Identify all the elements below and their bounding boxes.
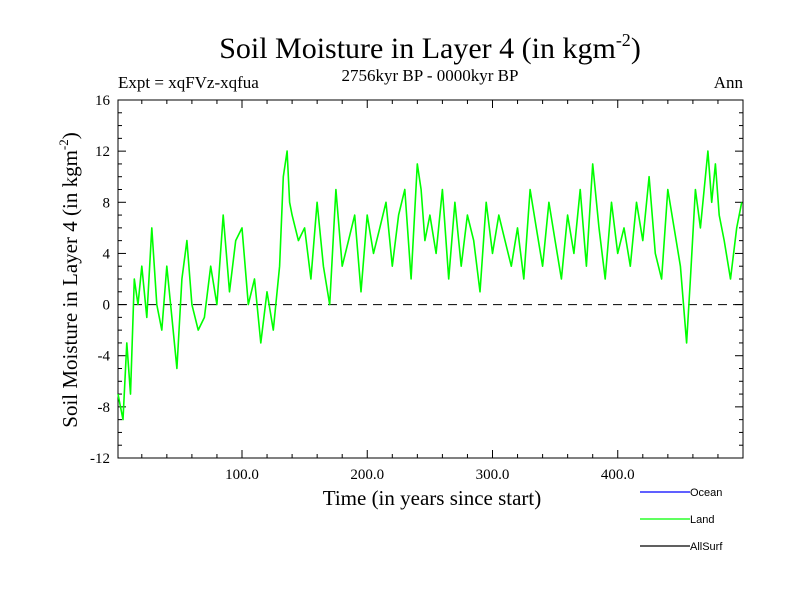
y-tick-labels: -12 -8 -4 0 4 8 12 16 — [90, 93, 111, 467]
chart-title: Soil Moisture in Layer 4 (in kgm-2) — [219, 30, 641, 65]
legend-label-allsurf: AllSurf — [690, 541, 723, 553]
y-tick-label: 12 — [95, 144, 110, 160]
legend-label-land: Land — [690, 514, 714, 526]
y-tick-label: 4 — [103, 246, 111, 262]
y-tick-label: 16 — [95, 93, 111, 109]
y-tick-label: -8 — [98, 400, 111, 416]
y-tick-label: 0 — [103, 298, 111, 314]
subtitle-center: 2756kyr BP - 0000kyr BP — [342, 66, 519, 85]
plot-frame — [117, 99, 744, 459]
x-tick-label: 200.0 — [350, 467, 384, 483]
legend-label-ocean: Ocean — [690, 487, 722, 499]
x-tick-label: 300.0 — [476, 467, 510, 483]
y-tick-label: -12 — [90, 451, 110, 467]
subtitle-left: Expt = xqFVz-xqfua — [118, 73, 259, 92]
x-tick-label: 100.0 — [225, 467, 259, 483]
axis-ticks — [118, 100, 743, 458]
legend: Ocean Land AllSurf — [640, 487, 723, 553]
series-group — [117, 150, 743, 421]
x-tick-labels: 100.0 200.0 300.0 400.0 — [225, 467, 635, 483]
y-tick-label: -4 — [98, 349, 111, 365]
series-line-land — [117, 150, 743, 421]
y-axis-label: Soil Moisture in Layer 4 (in kgm-2) — [56, 132, 82, 427]
x-tick-label: 400.0 — [601, 467, 635, 483]
x-axis-label: Time (in years since start) — [323, 486, 542, 510]
y-tick-label: 8 — [103, 195, 111, 211]
subtitle-right: Ann — [714, 73, 744, 92]
